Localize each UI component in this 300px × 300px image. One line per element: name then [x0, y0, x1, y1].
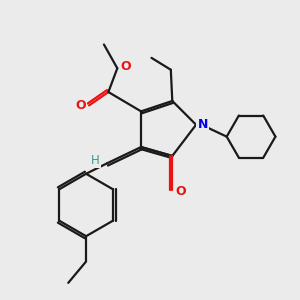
Text: H: H	[91, 154, 100, 167]
Text: O: O	[75, 99, 86, 112]
Text: N: N	[197, 118, 208, 131]
Text: O: O	[120, 60, 131, 73]
Text: O: O	[175, 185, 186, 198]
